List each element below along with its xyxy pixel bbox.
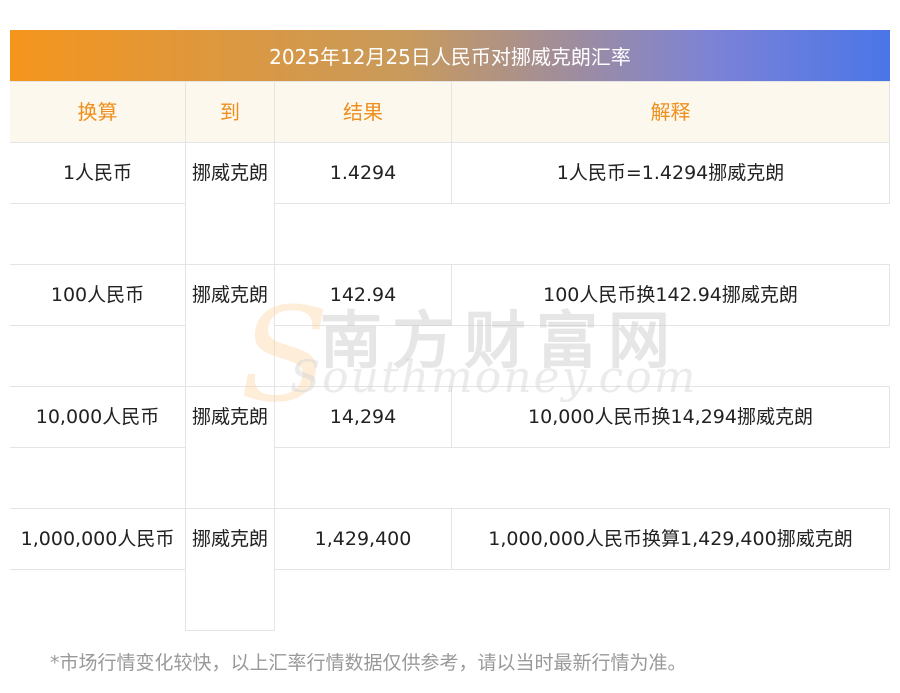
- cell-explain: 100人民币换142.94挪威克朗: [451, 264, 890, 326]
- table-row-gap: [10, 448, 890, 509]
- table-row: 10,000人民币 挪威克朗 14,294 10,000人民币换14,294挪威…: [10, 386, 890, 509]
- gap-cell: [275, 204, 452, 265]
- table-row: 100人民币 挪威克朗 142.94 100人民币换142.94挪威克朗: [10, 264, 890, 387]
- cell-result: 142.94: [274, 264, 452, 326]
- gap-cell: [10, 204, 186, 265]
- cell-from: 1,000,000人民币: [10, 508, 186, 570]
- page-title-banner: 2025年12月25日人民币对挪威克朗汇率: [10, 30, 890, 81]
- column-header-explain: 解释: [451, 81, 890, 143]
- gap-cell: [10, 570, 186, 631]
- table-row-gap: [10, 204, 890, 265]
- table-header-row: 换算 到 结果 解释: [10, 81, 890, 143]
- gap-cell: [275, 448, 452, 509]
- cell-explain: 10,000人民币换14,294挪威克朗: [451, 386, 890, 448]
- table-row-gap: [10, 570, 890, 631]
- gap-cell: [10, 326, 186, 387]
- cell-to: 挪威克朗: [185, 508, 275, 631]
- cell-to: 挪威克朗: [185, 386, 275, 509]
- column-header-convert: 换算: [10, 81, 186, 143]
- cell-to: 挪威克朗: [185, 264, 275, 387]
- cell-to: 挪威克朗: [185, 142, 275, 265]
- cell-result: 1.4294: [274, 142, 452, 204]
- disclaimer-note: *市场行情变化较快，以上汇率行情数据仅供参考，请以当时最新行情为准。: [50, 652, 687, 674]
- gap-cell: [452, 326, 890, 387]
- cell-result: 14,294: [274, 386, 452, 448]
- gap-cell: [275, 326, 452, 387]
- gap-cell: [275, 570, 452, 631]
- gap-cell: [10, 448, 186, 509]
- gap-cell: [452, 204, 890, 265]
- table-row: 1,000,000人民币 挪威克朗 1,429,400 1,000,000人民币…: [10, 508, 890, 631]
- cell-from: 100人民币: [10, 264, 186, 326]
- cell-explain: 1人民币=1.4294挪威克朗: [451, 142, 890, 204]
- table-row: 1人民币 挪威克朗 1.4294 1人民币=1.4294挪威克朗: [10, 142, 890, 265]
- table-row-gap: [10, 326, 890, 387]
- cell-from: 10,000人民币: [10, 386, 186, 448]
- cell-explain: 1,000,000人民币换算1,429,400挪威克朗: [451, 508, 890, 570]
- column-header-result: 结果: [274, 81, 452, 143]
- exchange-rate-table: 换算 到 结果 解释 1人民币 挪威克朗 1.4294 1人民币=1.4294挪…: [10, 81, 890, 631]
- gap-cell: [452, 448, 890, 509]
- column-header-to: 到: [185, 81, 275, 143]
- cell-from: 1人民币: [10, 142, 186, 204]
- gap-cell: [452, 570, 890, 631]
- page-title: 2025年12月25日人民币对挪威克朗汇率: [269, 45, 631, 69]
- cell-result: 1,429,400: [274, 508, 452, 570]
